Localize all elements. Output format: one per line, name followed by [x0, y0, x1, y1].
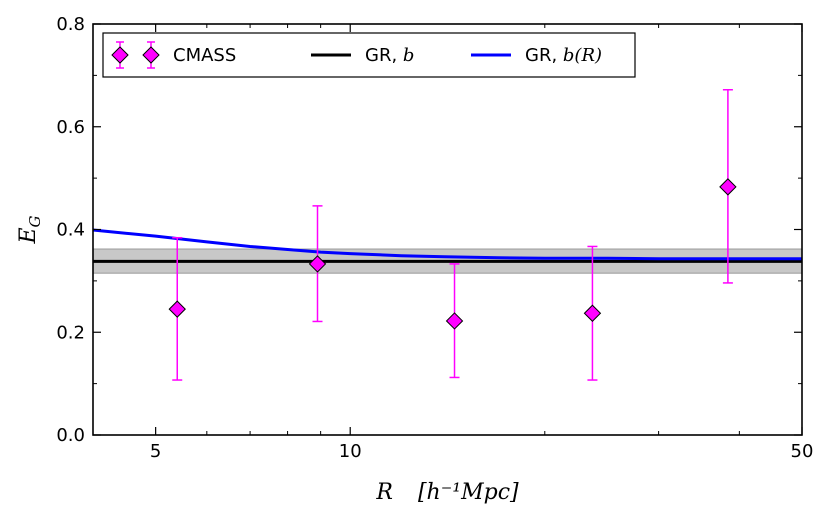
x-tick-label-1: 10 — [339, 441, 362, 462]
ticks-layer: 0.0 0.2 0.4 0.6 0.8 5 10 50 — [56, 14, 813, 462]
legend-label-gr-b-prefix: GR, — [365, 45, 403, 66]
y-tick-label-0: 0.0 — [56, 425, 85, 446]
y-tick-label-3: 0.6 — [56, 117, 85, 138]
legend-label-gr-br: GR, b(R) — [525, 45, 602, 66]
legend-cmass-marker-0 — [111, 46, 129, 64]
legend-label-cmass: CMASS — [173, 45, 236, 66]
legend-label-gr-b-math: b — [403, 45, 415, 66]
x-tick-label-2: 50 — [791, 441, 814, 462]
legend-label-gr-br-math: b(R) — [563, 45, 602, 66]
x-axis-variable: R — [375, 480, 393, 505]
y-tick-label-1: 0.2 — [56, 322, 85, 343]
legend-cmass-marker-1 — [142, 46, 160, 64]
y-axis-variable: E — [16, 227, 41, 244]
x-axis-units: [h⁻¹Mpc] — [418, 480, 519, 505]
cmass-point-3 — [583, 304, 602, 322]
lines-layer — [92, 228, 802, 263]
gr-br-curve — [92, 228, 802, 261]
y-axis-subscript: G — [26, 215, 44, 227]
legend-label-gr-br-prefix: GR, — [525, 45, 563, 66]
cmass-point-2 — [445, 312, 464, 330]
legend-label-gr-b: GR, b — [365, 45, 414, 66]
y-axis-label: EG — [16, 215, 44, 244]
x-tick-label-0: 5 — [150, 441, 161, 462]
legend-entry-cmass — [111, 41, 160, 69]
cmass-point-1 — [308, 255, 327, 273]
y-tick-label-4: 0.8 — [56, 14, 85, 35]
legend-box — [102, 32, 636, 78]
cmass-point-0 — [168, 300, 186, 318]
points-layer — [168, 89, 737, 381]
x-axis-label: R [h⁻¹Mpc] — [375, 480, 519, 505]
legend: CMASS GR, b GR, b(R) — [102, 32, 636, 78]
plot-frame — [92, 23, 803, 436]
cmass-point-4 — [719, 178, 737, 196]
y-tick-label-2: 0.4 — [56, 220, 85, 241]
